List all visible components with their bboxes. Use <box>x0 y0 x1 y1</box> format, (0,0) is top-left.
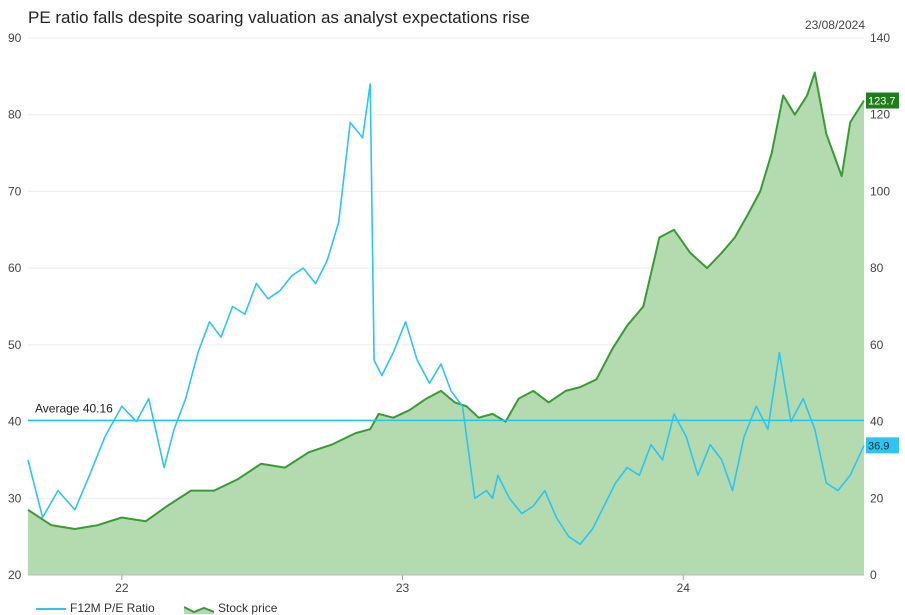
legend-pe-label: F12M P/E Ratio <box>70 601 155 615</box>
chart-title: PE ratio falls despite soaring valuation… <box>28 8 530 27</box>
legend-pe-swatch <box>36 607 66 610</box>
y-right-tick-label: 40 <box>870 415 884 429</box>
y-left-tick-label: 40 <box>8 415 22 429</box>
y-left-tick-label: 60 <box>8 261 22 275</box>
y-left-tick-label: 30 <box>8 491 22 505</box>
x-tick-label: 23 <box>396 581 410 595</box>
y-right-tick-label: 60 <box>870 338 884 352</box>
chart-date: 23/08/2024 <box>804 18 865 32</box>
y-right-tick-label: 80 <box>870 261 884 275</box>
series-lines: Average 40.16 <box>27 71 865 546</box>
legend-stock-label: Stock price <box>218 601 278 615</box>
stock-price-area <box>28 72 864 575</box>
legend-stock-swatch <box>183 605 215 614</box>
y-left-tick-label: 20 <box>8 568 22 582</box>
legend: F12M P/E Ratio Stock price <box>36 601 303 615</box>
pe-ratio-last-badge: 36.9 <box>866 437 899 454</box>
x-tick-label: 24 <box>677 581 691 595</box>
y-right-tick-label: 140 <box>870 31 890 45</box>
stock-price-last-badge-text: 123.7 <box>868 96 896 108</box>
stock-price-fill <box>28 72 864 575</box>
average-label: Average 40.16 <box>35 401 113 415</box>
y-right-tick-label: 120 <box>870 108 890 122</box>
axis-labels: 20 30 40 50 60 70 80 90 0 20 40 60 80 100 120 140 22 23 24 <box>8 31 890 595</box>
y-right-tick-label: 100 <box>870 184 890 198</box>
pe-ratio-last-badge-bg <box>866 437 899 454</box>
y-right-tick-label: 20 <box>870 491 884 505</box>
stock-price-line <box>27 71 865 530</box>
pe-ratio-line <box>27 83 865 546</box>
legend-item-stock: Stock price <box>183 601 278 615</box>
x-tick-label: 22 <box>115 581 129 595</box>
last-value-badges: 123.7 36.9 <box>866 92 899 454</box>
y-left-tick-label: 70 <box>8 184 22 198</box>
y-left-tick-label: 90 <box>8 31 22 45</box>
legend-item-pe: F12M P/E Ratio <box>36 601 155 615</box>
stock-price-last-badge-bg <box>866 92 899 109</box>
pe-ratio-last-badge-text: 36.9 <box>868 440 889 452</box>
y-right-tick-label: 0 <box>870 568 877 582</box>
stock-price-last-badge: 123.7 <box>866 92 899 109</box>
y-left-tick-label: 50 <box>8 338 22 352</box>
y-left-tick-label: 80 <box>8 108 22 122</box>
